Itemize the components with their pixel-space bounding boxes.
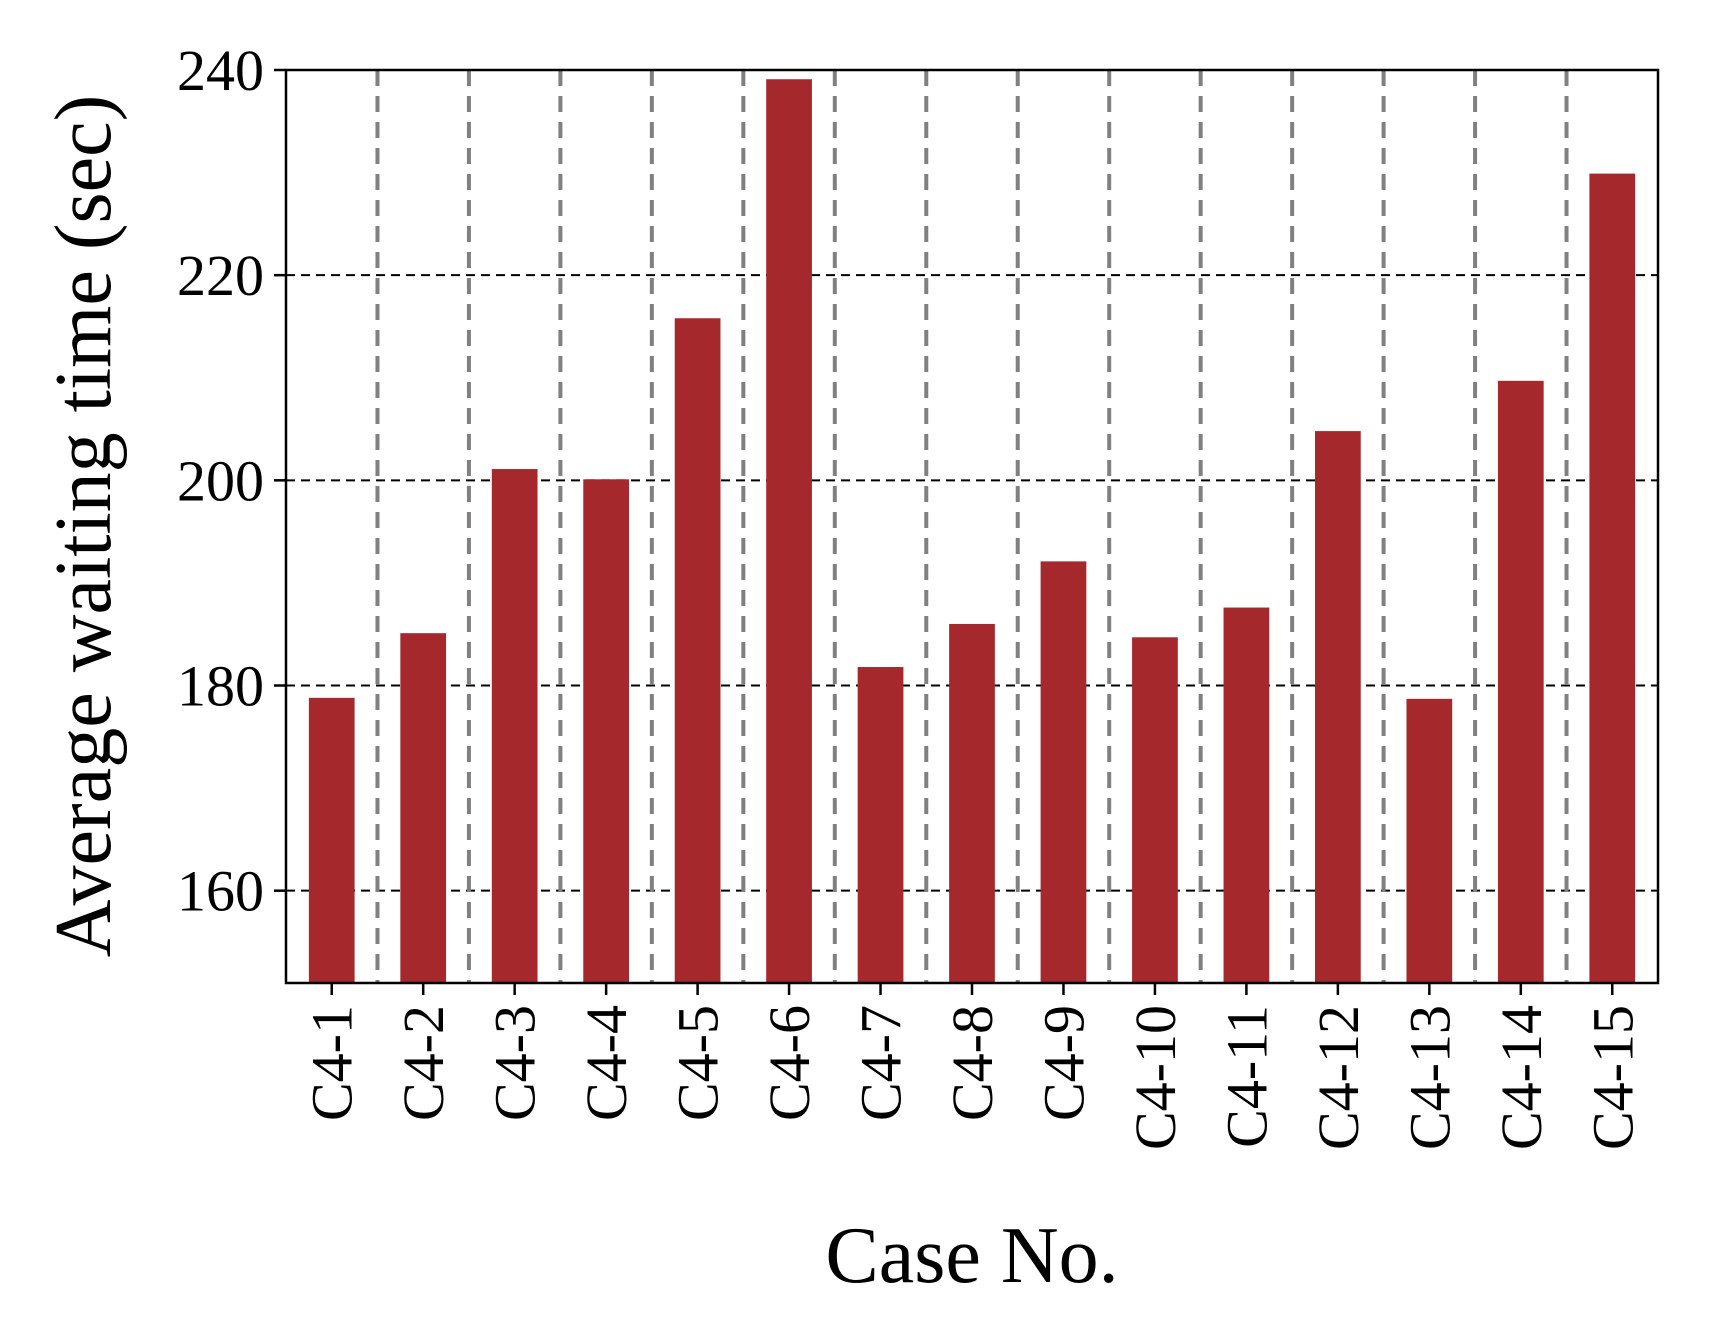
bar-c4-12 [1315,431,1361,983]
bar-c4-14 [1497,380,1544,983]
x-tick-label: C4-10 [1123,1005,1188,1150]
vertical-separators [375,70,1569,983]
x-tick-label: C4-15 [1580,1005,1645,1150]
bar-c4-6 [766,79,812,983]
x-tick-label: C4-12 [1306,1005,1371,1150]
x-axis-title: Case No. [825,1212,1118,1300]
bars [308,79,1636,984]
bar-c4-15 [1589,173,1636,983]
y-axis-title: Average waiting time (sec) [40,95,128,958]
bar-c4-10 [1132,637,1178,983]
y-tick-label: 240 [177,38,264,103]
y-tick-label: 220 [177,243,264,308]
y-axis-ticks: 160 180 200 220 240 [177,38,286,924]
bar-c4-1 [308,697,355,983]
bar-c4-3 [491,469,538,983]
x-tick-label: C4-14 [1489,1005,1554,1150]
y-tick-label: 180 [177,654,264,719]
x-tick-label: C4-9 [1031,1005,1096,1121]
x-tick-label: C4-2 [391,1005,456,1121]
bar-c4-2 [400,633,447,983]
bar-c4-11 [1223,607,1270,983]
x-tick-label: C4-3 [483,1005,548,1121]
x-tick-label: C4-8 [940,1005,1005,1121]
x-tick-label: C4-6 [757,1005,822,1121]
x-tick-label: C4-13 [1397,1005,1462,1150]
bar-c4-7 [857,667,904,983]
y-tick-label: 160 [177,859,264,924]
x-tick-label: C4-1 [300,1005,365,1121]
bar-c4-9 [1040,561,1087,983]
x-tick-label: C4-11 [1214,1005,1279,1148]
bar-c4-5 [674,318,721,984]
bar-c4-13 [1406,698,1453,983]
bar-c4-8 [949,623,995,983]
x-tick-label: C4-4 [574,1005,639,1121]
x-tick-label: C4-7 [849,1005,914,1121]
x-axis-ticks: C4-1 C4-2 C4-3 C4-4 C4-5 C4-6 C4-7 C4-8 C4-9 C4-1… [300,983,1645,1150]
y-tick-label: 200 [177,448,264,513]
x-tick-label: C4-5 [666,1005,731,1121]
bar-c4-4 [583,479,629,983]
